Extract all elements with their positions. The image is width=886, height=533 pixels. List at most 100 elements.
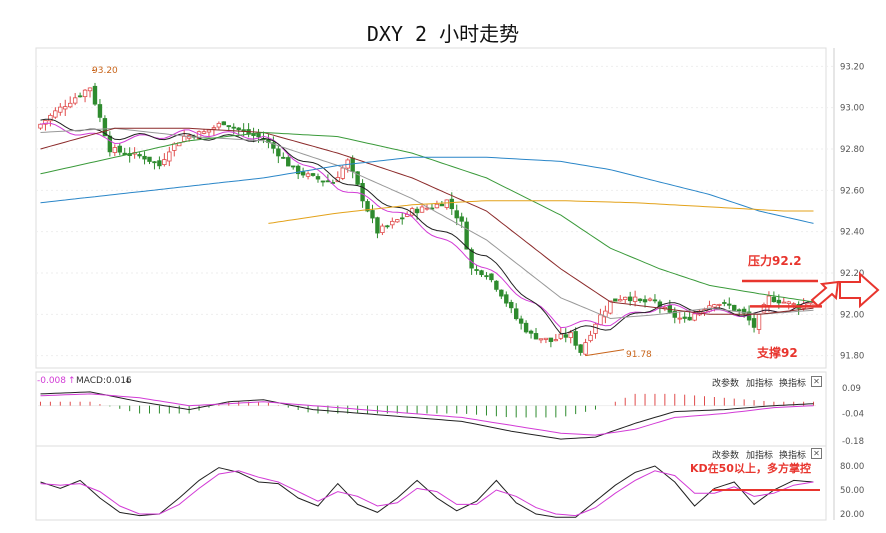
candle [300,167,306,178]
candle [513,303,519,321]
candle-body [107,135,113,153]
candle-body [776,299,782,304]
price-axis: 93.20 93.00 92.80 92.60 92.40 92.20 92.00 91.80… [840,62,864,520]
candle [553,334,559,342]
candle-body [38,123,43,129]
candle-body [434,203,440,209]
low-marker-label: 91.78 [626,350,652,360]
candle-body [652,299,658,302]
candle [583,338,588,356]
candle-body [142,155,147,160]
macd-line-dea [40,393,814,436]
candle [568,329,573,344]
macd-switch-indicator-button[interactable]: 换指标 [779,379,807,389]
candle-body [518,318,524,324]
candle-body [276,148,281,157]
price-tick-label: 93.00 [840,104,864,114]
candle [380,223,385,236]
series-line-ma_blue [40,156,814,224]
candle-body [568,332,573,339]
series-line-ma_short [40,122,814,329]
price-tick-label: 92.40 [840,228,864,238]
chart-title: DXY 2 小时走势 [366,22,520,46]
candle-body [712,304,717,308]
candle-body [642,299,648,303]
candle [598,308,603,326]
candle [390,217,395,229]
candle [518,315,524,330]
candle [578,344,583,356]
candle-body [281,156,286,159]
panel-frame [35,445,827,521]
candle [48,113,53,127]
candle [623,296,628,304]
candle-body [152,161,157,164]
candle-body [632,296,638,302]
candle-body [92,85,98,105]
candle-body [756,313,762,330]
candle [375,216,380,239]
candle [652,294,658,304]
candle-body [340,167,345,179]
candle [677,312,682,324]
kd-tick-label: 50.00 [840,486,864,496]
candle [509,299,514,314]
direction-arrows [810,271,880,309]
candle [573,327,578,350]
candle [533,327,539,340]
candle-body [271,142,276,149]
candle [479,269,484,277]
candle [271,136,276,154]
macd-add-indicator-button[interactable]: 加指标 [746,379,774,389]
kd-switch-indicator-button[interactable]: 换指标 [779,451,807,461]
macd-indicator [38,391,816,440]
candle [771,291,777,303]
candle [751,313,757,333]
candle [424,204,430,211]
candle-body [112,147,118,153]
candle-body [593,323,598,334]
candle [266,134,271,149]
resistance-annotation: 压力92.2 [748,254,802,268]
candle [484,272,489,280]
candle-body [687,316,692,321]
candle-body [538,338,544,341]
candle [603,305,608,324]
candle-body [727,303,732,306]
candle-body [350,157,355,172]
candle-body [72,97,78,104]
candle-body [390,220,395,226]
candle-body [291,165,296,168]
price-tick-label: 93.20 [840,62,864,72]
price-tick-label: 92.80 [840,145,864,155]
candle [667,299,673,314]
candle-body [533,333,539,340]
kd-indicator [40,465,820,518]
candle [82,89,88,103]
kd-params-button[interactable]: 改参数 [712,451,740,461]
macd-params-button[interactable]: 改参数 [712,379,740,389]
macd-close-icon[interactable]: ✕ [811,376,822,387]
kd-close-icon[interactable]: ✕ [811,448,822,459]
candle [464,217,469,250]
candle-body [637,298,643,302]
candle [72,92,78,106]
candle-body [87,87,93,92]
candle-body [206,129,212,133]
candle-body [484,275,489,278]
candle-body [300,171,306,176]
candle-body [58,106,63,113]
candle [147,156,152,165]
candle [682,312,687,323]
candle-body [509,301,514,309]
candle-body [588,334,593,342]
candle-body [469,249,474,269]
kd-add-indicator-button[interactable]: 加指标 [746,451,774,461]
candle [543,337,549,344]
candle-body [320,180,326,183]
candle-body [558,333,563,339]
candle [608,300,613,315]
candle [657,299,663,314]
candle [632,290,638,307]
